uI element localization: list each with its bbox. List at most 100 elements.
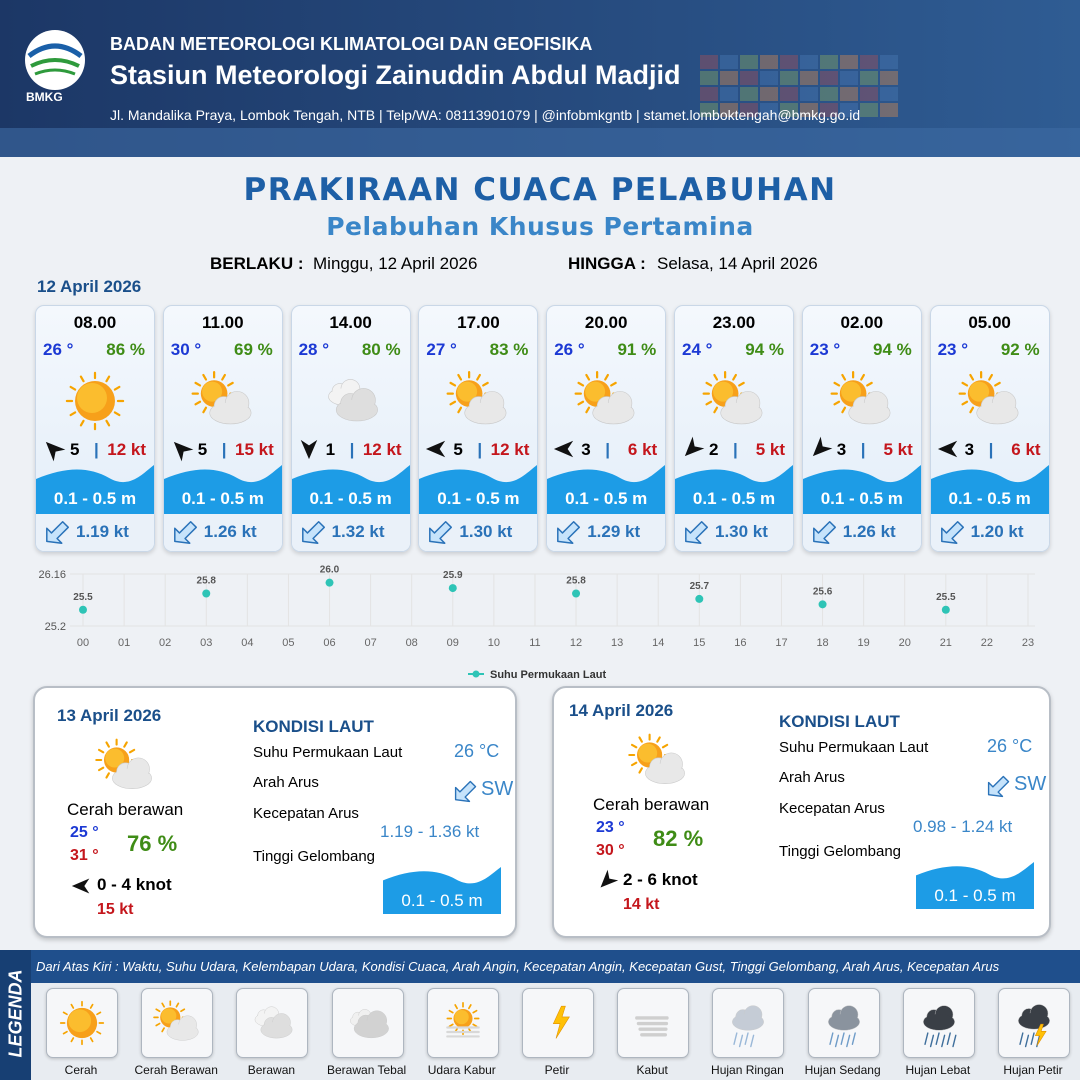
icon-part [828,1014,859,1030]
wind-speed: 3 [836,440,847,459]
legend-strip [0,950,31,1080]
separator: | [733,440,738,459]
icon-part [684,436,705,457]
legend-item-label: Hujan Sedang [804,1063,881,1077]
sea-label: Arah Arus [253,774,319,791]
icon-part [202,406,207,414]
x-tick-label: 01 [118,637,130,649]
icon-part [46,520,70,544]
icon-part [635,1016,669,1020]
icon-part [720,87,738,101]
x-tick-label: 22 [981,637,993,649]
outlook-date: 14 April 2026 [569,701,674,720]
icon-part [946,1032,951,1045]
x-tick-label: 07 [364,637,376,649]
icon-part [780,103,798,117]
icon-part [472,1023,478,1028]
icon-part [833,400,840,406]
icon-part [732,373,737,381]
icon-part [353,1010,389,1039]
sea-label: Suhu Permukaan Laut [779,739,929,756]
forecast-card: 17.00 27 ° 83 % 5 | 12 kt 0.1 - 0.5 m 1.30 kt [418,305,539,552]
icon-part [445,1030,480,1034]
icon-part [840,1032,845,1045]
icon-part [482,381,490,387]
icon-part [968,373,974,381]
legend-icon [1018,1004,1050,1048]
wave-height: 0.1 - 0.5 m [692,489,776,508]
legend-item-box [141,988,214,1058]
wave-height: 0.1 - 0.5 m [565,489,648,508]
icon-part [840,381,861,402]
wind-direction [45,441,66,462]
legend-swatch [472,670,480,678]
point [941,605,950,614]
x-tick-label: 23 [1022,637,1034,649]
value-label: 25.9 [443,570,463,581]
icon-part [445,1026,480,1029]
gust: 5 kt [755,440,785,459]
icon-part [445,1035,480,1038]
point [448,584,457,593]
icon-part [465,402,506,424]
forecast-card: 23.00 24 ° 94 % 2 | 5 kt 0.1 - 0.5 m 1.30 kt [674,305,794,552]
weather-icon [446,371,507,425]
icon-part [79,419,85,427]
sea-label: Arah Arus [779,769,845,786]
icon-part [113,768,151,788]
icon-part [167,1024,198,1040]
icon-part [924,1032,929,1045]
weather-icon [958,371,1019,425]
temperature: 26 ° [554,340,585,359]
icon-part [812,436,833,457]
icon-part [577,381,585,387]
icon-part [961,400,968,406]
current-direction [46,520,70,544]
icon-part [464,391,507,425]
icon-part [173,441,194,462]
icon-part [880,55,898,69]
legend-item-label: Hujan Ringan [711,1063,784,1077]
legend-icon [59,1000,105,1046]
icon-part [860,87,878,101]
icon-part [36,465,154,514]
icon-part [740,71,758,85]
valid-to-label: HINGGA : [568,254,646,273]
icon-part [700,55,718,69]
icon-part [45,441,66,462]
icon-part [592,391,635,425]
current-speed: 1.19 - 1.36 kt [380,822,480,841]
sea-label: Suhu Permukaan Laut [253,744,403,761]
legend-item-box [617,988,690,1058]
wave [675,465,793,514]
station: Stasiun Meteorologi Zainuddin Abdul Madj… [110,60,681,90]
icon-part [675,465,793,514]
icon-part [454,1009,469,1025]
icon-part [800,55,818,69]
temp-min: 25 ° [70,824,99,841]
forecast-card: 02.00 23 ° 94 % 3 | 5 kt 0.1 - 0.5 m 1.26 kt [801,305,922,552]
icon-part [301,520,325,544]
humidity: 82 % [653,826,704,851]
icon-part [226,381,234,387]
value-label: 25.8 [197,576,217,587]
icon-part [175,1002,180,1008]
legend-item-box [426,988,499,1058]
forecast-card: 11.00 30 ° 69 % 5 | 15 kt 0.1 - 0.5 m 1.26 kt [162,305,283,552]
gust: 12 kt [362,440,402,459]
icon-part [261,1021,292,1038]
x-tick-label: 00 [77,637,89,649]
icon-part [1018,1012,1050,1029]
icon-part [70,1037,75,1043]
icon-part [780,87,798,101]
wind-speed: 3 [581,440,591,459]
time: 20.00 [584,313,628,332]
icon-part [750,1034,755,1048]
legend-item-box [236,988,309,1058]
icon-part [937,440,957,458]
legend-icon [153,1000,199,1041]
header-background [0,0,1080,157]
icon-part [448,1009,454,1014]
gust: 12 kt [107,440,146,459]
icon-part [721,402,762,424]
